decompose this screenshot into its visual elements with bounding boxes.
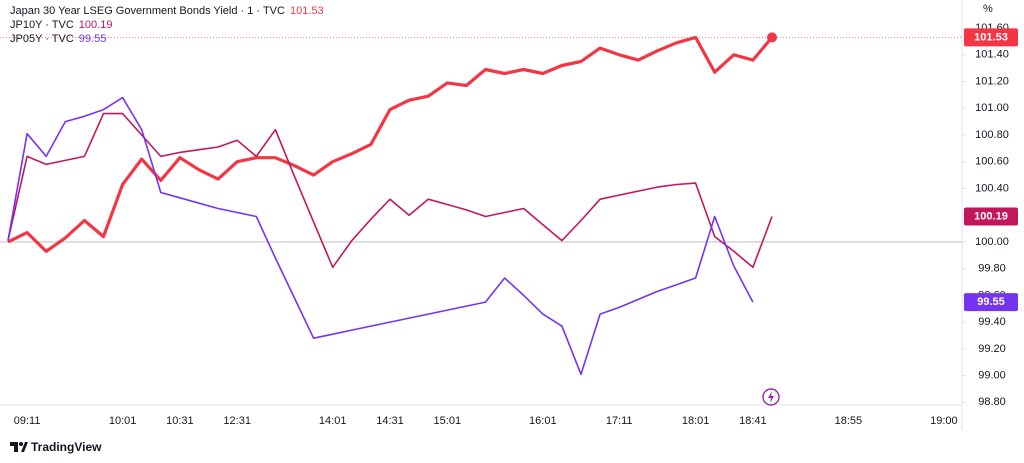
y-tick-label: 101.00 [975, 102, 1009, 114]
x-tick-label: 19:00 [930, 415, 958, 427]
y-tick-label: 100.00 [975, 236, 1009, 248]
y-tick-label: 101.40 [975, 49, 1009, 61]
x-tick-label: 09:11 [14, 415, 41, 427]
legend-name: JP05Y · TVC [10, 33, 74, 45]
x-tick-label: 12:31 [223, 415, 251, 427]
series-line [7, 35, 774, 253]
x-tick-label: 10:01 [109, 415, 137, 427]
y-tick-label: 101.60 [975, 22, 1009, 34]
unit-label: % [983, 3, 993, 15]
series-line [7, 112, 773, 269]
x-tick-label: 14:31 [376, 415, 404, 427]
price-tag [964, 293, 1018, 312]
legend-entry: Japan 30 Year LSEG Government Bonds Yiel… [10, 5, 324, 17]
y-tick-label: 99.80 [978, 263, 1006, 275]
price-tag-label: 100.19 [974, 210, 1008, 222]
x-tick-label: 18:01 [682, 415, 710, 427]
y-tick-label: 99.20 [978, 343, 1006, 355]
price-tag [964, 28, 1018, 47]
y-tick-label: 101.20 [975, 75, 1009, 87]
legend-name: JP10Y · TVC [10, 19, 74, 31]
legend-value: 101.53 [290, 5, 324, 17]
legend-value: 99.55 [79, 33, 107, 45]
x-tick-label: 18:55 [835, 415, 863, 427]
y-tick-label: 99.40 [978, 316, 1006, 328]
y-tick-label: 100.80 [975, 129, 1009, 141]
last-point [767, 32, 777, 43]
brand: TradingView [31, 440, 102, 454]
legend-name: Japan 30 Year LSEG Government Bonds Yiel… [10, 5, 285, 17]
price-tag-label: 99.55 [977, 296, 1005, 308]
x-tick-label: 17:11 [606, 415, 633, 427]
legend-value: 100.19 [79, 19, 113, 31]
price-tag-label: 101.53 [974, 31, 1008, 43]
y-tick-label: 100.60 [975, 156, 1009, 168]
y-tick-label: 100.40 [975, 182, 1009, 194]
x-tick-label: 10:31 [166, 415, 194, 427]
series-line [7, 96, 754, 376]
alert-icon[interactable] [762, 388, 780, 406]
logo: TradingView [10, 440, 102, 454]
x-tick-label: 15:01 [434, 415, 462, 427]
legend-entry: JP10Y · TVC 100.19 [10, 19, 112, 31]
x-tick-label: 14:01 [319, 415, 347, 427]
x-tick-label: 16:01 [529, 415, 557, 427]
y-tick-label: 98.80 [978, 396, 1006, 408]
legend-entry: JP05Y · TVC 99.55 [10, 33, 106, 45]
price-tag [964, 207, 1018, 226]
y-tick-label: 99.00 [978, 370, 1006, 382]
x-tick-label: 18:41 [739, 415, 767, 427]
